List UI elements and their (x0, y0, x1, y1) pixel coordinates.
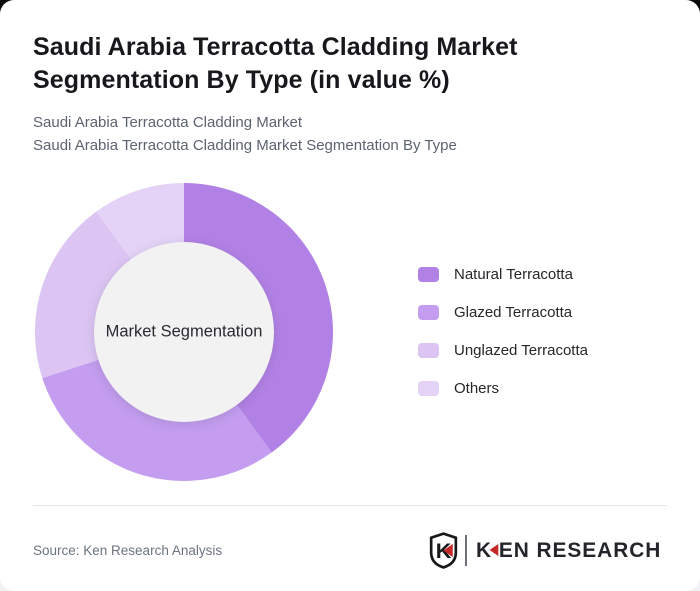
brand-name: K EN RESEARCH (476, 538, 661, 563)
page-title: Saudi Arabia Terracotta Cladding Market … (33, 33, 518, 94)
donut-slice-unglazed-terracotta[interactable] (34, 211, 132, 379)
legend-item-unglazed-terracotta[interactable]: Unglazed Terracotta (418, 338, 588, 362)
legend-label: Glazed Terracotta (454, 303, 573, 321)
legend-item-others[interactable]: Others (418, 376, 588, 400)
source-note: Source: Ken Research Analysis (33, 542, 223, 558)
legend-label: Unglazed Terracotta (454, 341, 588, 359)
shield-k-icon: K (429, 531, 458, 569)
donut-slice-glazed-terracotta[interactable] (42, 359, 272, 481)
legend-label: Natural Terracotta (454, 265, 573, 283)
footer-divider (33, 505, 667, 506)
legend-swatch-icon (418, 342, 439, 358)
donut-slice-others[interactable] (96, 183, 184, 260)
brand-name-k: K (475, 537, 493, 562)
subtitle-block: Saudi Arabia Terracotta Cladding Market … (33, 112, 457, 157)
legend-swatch-icon (418, 266, 439, 282)
red-arrow-icon (489, 544, 498, 556)
donut-hole (94, 242, 274, 422)
brand-name-rest: EN RESEARCH (498, 537, 662, 562)
shield-red-arrow-icon (443, 543, 453, 557)
legend-swatch-icon (418, 304, 439, 320)
legend-item-natural-terracotta[interactable]: Natural Terracotta (418, 262, 588, 286)
chart-legend: Natural Terracotta Glazed Terracotta Ungla… (418, 262, 588, 400)
donut-chart-svg (34, 183, 333, 481)
legend-label: Others (454, 379, 500, 397)
ken-research-logo: K K EN RESEARCH (429, 531, 667, 569)
legend-swatch-icon (418, 380, 439, 396)
footer: Source: Ken Research Analysis K K EN RES… (33, 524, 667, 576)
donut-chart (24, 172, 344, 492)
legend-item-glazed-terracotta[interactable]: Glazed Terracotta (418, 300, 588, 324)
subtitle-line-1: Saudi Arabia Terracotta Cladding Market (33, 114, 303, 131)
donut-center-label: Market Segmentation (105, 322, 263, 341)
logo-divider-bar (464, 534, 467, 566)
subtitle-line-2: Saudi Arabia Terracotta Cladding Market … (33, 136, 457, 154)
